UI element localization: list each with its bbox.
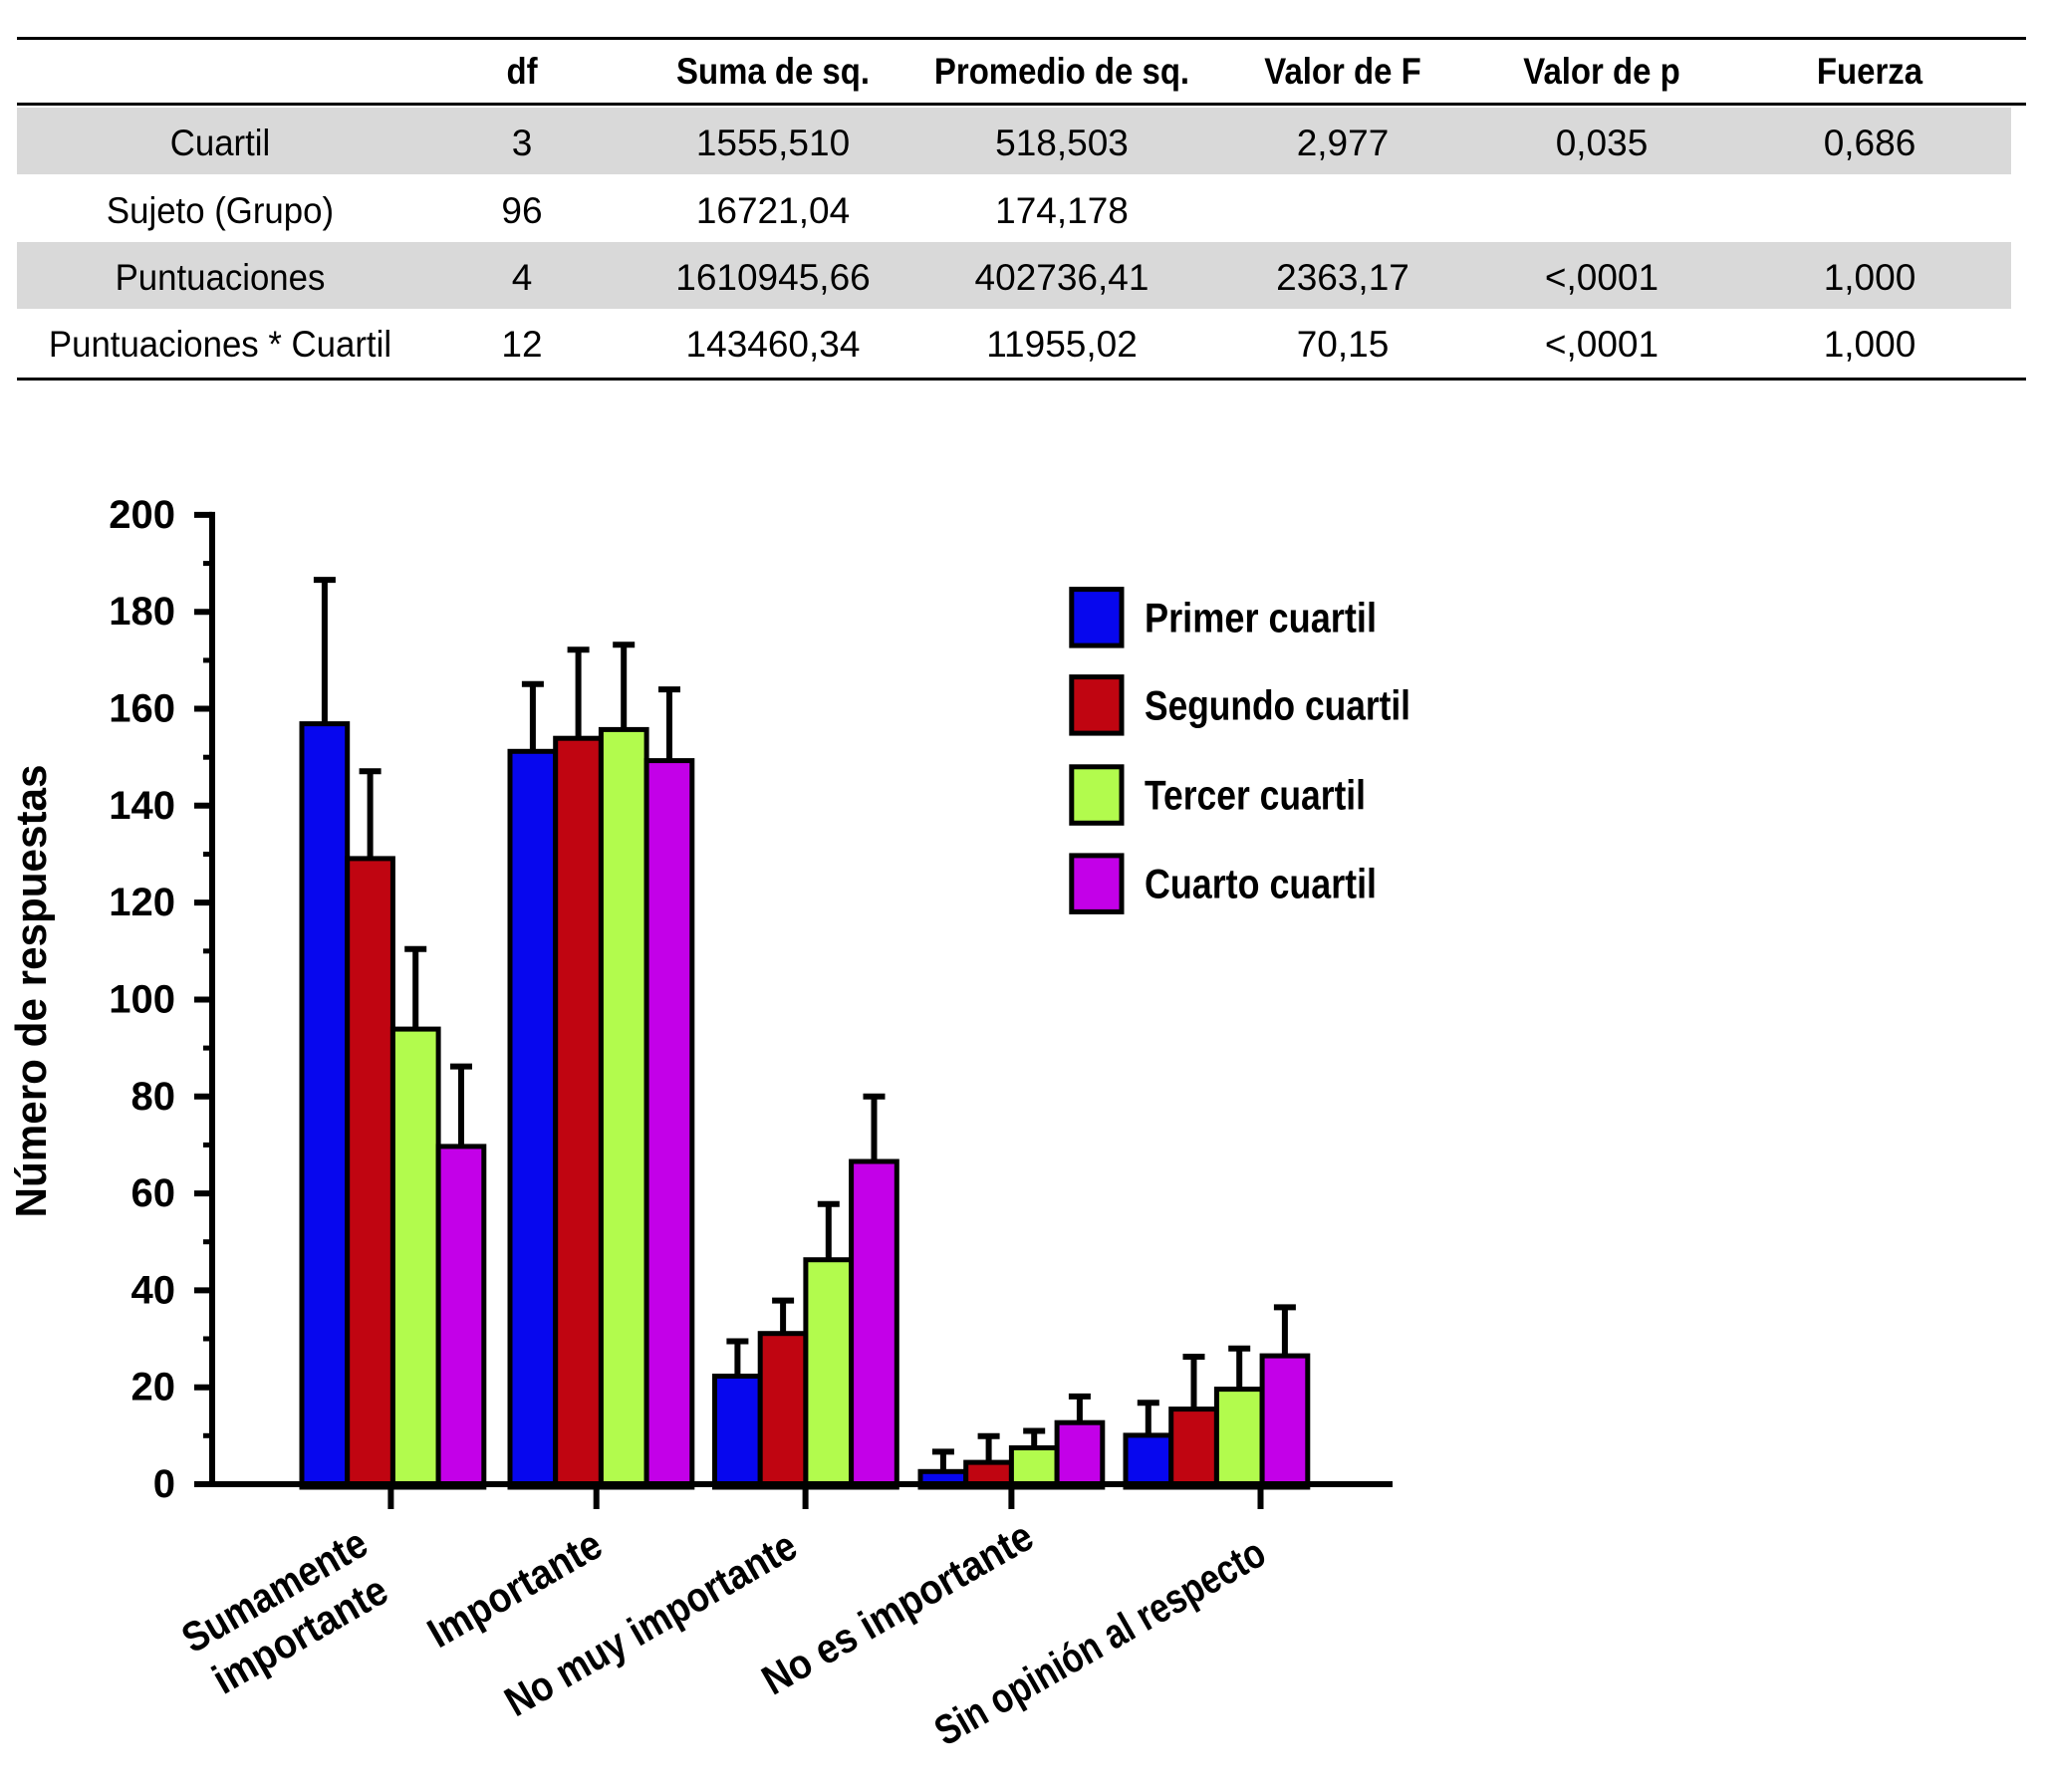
svg-text:200: 200 <box>109 493 175 537</box>
svg-text:40: 40 <box>131 1268 176 1312</box>
svg-text:Primer cuartil: Primer cuartil <box>1145 594 1377 640</box>
svg-text:160: 160 <box>109 687 175 731</box>
svg-text:120: 120 <box>109 881 175 924</box>
svg-text:Cuarto cuartil: Cuarto cuartil <box>1145 861 1377 907</box>
svg-text:180: 180 <box>109 590 175 634</box>
svg-text:80: 80 <box>131 1075 176 1119</box>
svg-text:140: 140 <box>109 784 175 828</box>
svg-text:Tercer cuartil: Tercer cuartil <box>1145 772 1366 819</box>
svg-text:100: 100 <box>109 978 175 1022</box>
svg-text:Número de respuestas: Número de respuestas <box>7 765 56 1218</box>
svg-text:60: 60 <box>131 1171 176 1215</box>
svg-text:20: 20 <box>131 1366 176 1409</box>
svg-text:Segundo cuartil: Segundo cuartil <box>1145 681 1410 728</box>
svg-text:0: 0 <box>153 1462 175 1506</box>
